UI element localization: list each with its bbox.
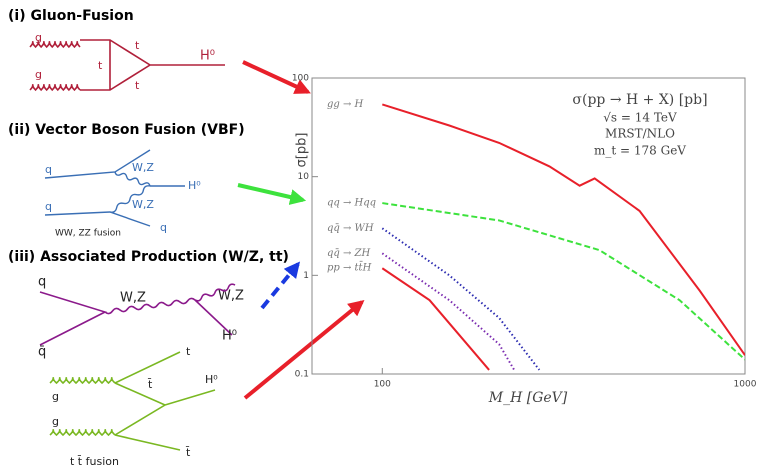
label: WW, ZZ fusion <box>55 229 121 239</box>
label: t t̄ fusion <box>70 455 119 468</box>
gluon <box>29 40 81 49</box>
plot-frame <box>311 77 746 375</box>
series-line <box>381 252 516 371</box>
arrow <box>242 60 311 94</box>
label: g <box>52 390 59 403</box>
y-tick-label: 1 <box>303 271 309 281</box>
boson <box>109 185 151 213</box>
label: W,Z <box>218 289 244 304</box>
diagram-title: (ii) Vector Boson Fusion (VBF) <box>8 122 245 138</box>
series-label: gg → H <box>327 99 364 110</box>
annotation: σ(pp → H + X) [pb] <box>572 92 707 108</box>
x-tick-label: 1000 <box>734 380 757 390</box>
label: H⁰ <box>222 329 237 344</box>
gluon <box>49 376 116 385</box>
y-tick-label: 100 <box>292 74 309 84</box>
label: q <box>38 275 46 290</box>
diagram-title: (i) Gluon-Fusion <box>8 8 134 24</box>
gluon-fusion-lines <box>80 39 225 91</box>
label: g <box>35 68 42 81</box>
series-label: qq̄ → ZH <box>327 248 370 259</box>
label: t <box>98 59 103 72</box>
ttbar-lines <box>114 351 216 451</box>
diagram-title: (iii) Associated Production (W/Z, tt) <box>8 249 289 265</box>
arrow <box>260 261 301 310</box>
label: q <box>45 163 52 176</box>
series-label: qq̄ → WH <box>327 223 374 234</box>
series-line <box>382 202 745 361</box>
y-tick-label: 10 <box>298 172 310 182</box>
label: q <box>160 221 167 234</box>
arrow <box>237 183 307 205</box>
y-tick-label: 0.1 <box>295 370 309 380</box>
annotation: √s = 14 TeV <box>603 111 677 125</box>
label: t <box>135 79 140 92</box>
gluon <box>49 428 116 437</box>
series-line <box>381 103 745 356</box>
label: t̄ <box>185 446 191 459</box>
gluon <box>29 83 81 92</box>
label: H⁰ <box>200 49 215 64</box>
series-line <box>381 227 541 371</box>
x-axis-label: M_H [GeV] <box>488 390 568 406</box>
label: H⁰ <box>205 373 218 386</box>
series-label: qq → Hqq <box>327 198 376 209</box>
annotation: MRST/NLO <box>605 127 675 141</box>
label: g <box>52 415 59 428</box>
arrow <box>243 299 365 400</box>
label: W,Z <box>120 291 146 306</box>
plot-area <box>381 103 745 371</box>
x-tick-label: 100 <box>374 380 391 390</box>
label: t <box>186 345 191 358</box>
boson <box>194 283 236 302</box>
series-line <box>381 267 490 371</box>
series-label: pp → tt̄H <box>327 262 372 274</box>
annotation: m_t = 178 GeV <box>594 144 686 158</box>
label: q <box>45 200 52 213</box>
label: q̄ <box>38 345 46 360</box>
vbf-lines <box>44 149 185 227</box>
label: W,Z <box>132 161 154 174</box>
label: g <box>35 31 42 44</box>
label: t <box>135 39 140 52</box>
label: W,Z <box>132 198 154 211</box>
label: H⁰ <box>188 179 201 192</box>
label: t̄ <box>147 378 153 391</box>
boson <box>114 171 151 187</box>
y-axis-label: σ[pb] <box>295 133 310 168</box>
boson <box>104 297 196 315</box>
